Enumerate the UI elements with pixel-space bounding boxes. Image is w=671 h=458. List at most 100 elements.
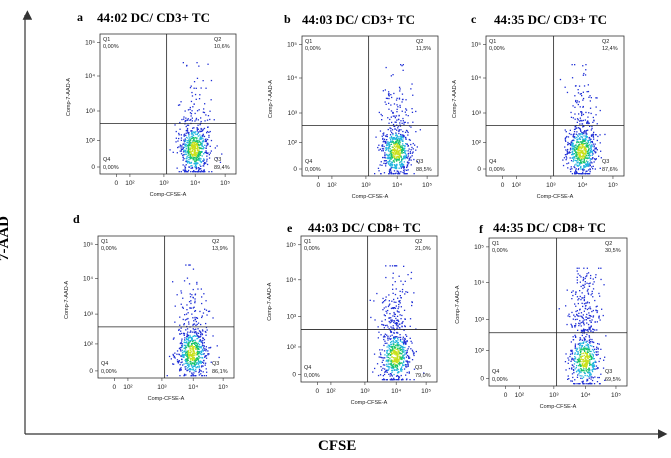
event-dot bbox=[206, 158, 208, 160]
event-dot bbox=[576, 358, 579, 361]
event-dot bbox=[595, 147, 597, 149]
event-dot bbox=[583, 328, 585, 330]
event-dot bbox=[189, 157, 191, 159]
event-dot bbox=[400, 133, 402, 136]
event-dot bbox=[578, 368, 580, 370]
event-dot bbox=[377, 167, 380, 169]
event-dot bbox=[175, 141, 177, 143]
event-dot bbox=[389, 137, 391, 139]
event-dot bbox=[185, 164, 187, 166]
event-dot bbox=[195, 133, 197, 135]
event-dot bbox=[194, 160, 196, 162]
event-dot bbox=[180, 369, 182, 371]
event-dot bbox=[586, 301, 589, 303]
event-dot bbox=[408, 148, 410, 150]
event-dot bbox=[206, 142, 208, 144]
event-dot bbox=[398, 159, 400, 161]
event-dot bbox=[591, 363, 594, 365]
event-dot bbox=[186, 318, 188, 320]
event-dot bbox=[191, 133, 193, 135]
event-dot bbox=[585, 370, 588, 372]
event-dot bbox=[578, 151, 580, 153]
event-dot bbox=[193, 163, 195, 165]
event-dot bbox=[199, 160, 201, 162]
event-dot bbox=[591, 145, 593, 147]
event-dot bbox=[578, 363, 581, 365]
event-dot bbox=[203, 147, 205, 149]
event-dot bbox=[402, 148, 404, 150]
event-dot bbox=[579, 128, 581, 130]
event-dot bbox=[188, 337, 190, 339]
event-dot bbox=[385, 160, 387, 162]
event-dot bbox=[187, 169, 190, 172]
event-dot bbox=[401, 368, 403, 371]
event-dot bbox=[574, 113, 576, 115]
event-dot bbox=[588, 96, 590, 98]
event-dot bbox=[392, 327, 395, 329]
event-dot bbox=[587, 344, 590, 346]
event-dot bbox=[379, 374, 382, 376]
event-dot bbox=[582, 305, 584, 308]
event-dot bbox=[404, 325, 406, 327]
event-dot bbox=[186, 159, 188, 162]
event-dot bbox=[590, 363, 592, 366]
event-dot bbox=[388, 143, 390, 145]
event-dot bbox=[398, 377, 400, 379]
event-dot bbox=[398, 154, 401, 156]
event-dot bbox=[389, 172, 391, 174]
event-dot bbox=[192, 136, 194, 138]
event-dot bbox=[583, 85, 586, 87]
event-dot bbox=[202, 137, 204, 140]
event-dot bbox=[179, 375, 181, 377]
event-dot bbox=[577, 162, 579, 164]
event-dot bbox=[189, 144, 191, 147]
event-dot bbox=[194, 148, 196, 150]
event-dot bbox=[195, 324, 197, 326]
event-dot bbox=[193, 329, 195, 331]
event-dot bbox=[192, 144, 194, 147]
event-dot bbox=[576, 171, 578, 173]
event-dot bbox=[391, 379, 393, 381]
event-dot bbox=[588, 370, 590, 372]
event-dot bbox=[399, 164, 401, 166]
event-dot bbox=[575, 173, 577, 175]
event-dot bbox=[207, 138, 209, 141]
event-dot bbox=[202, 348, 204, 350]
event-dot bbox=[590, 134, 593, 136]
event-dot bbox=[573, 158, 575, 160]
event-dot bbox=[194, 143, 197, 146]
event-dot bbox=[383, 160, 386, 162]
event-dot bbox=[205, 140, 207, 143]
event-dot bbox=[183, 149, 185, 151]
event-dot bbox=[580, 348, 582, 350]
quadrant-name: Q4 bbox=[304, 365, 311, 371]
event-dot bbox=[578, 144, 580, 146]
event-dot bbox=[199, 360, 201, 362]
event-dot bbox=[390, 166, 392, 168]
event-dot bbox=[386, 324, 388, 326]
event-dot bbox=[384, 154, 386, 156]
event-dot bbox=[379, 349, 381, 351]
event-dot bbox=[590, 315, 592, 317]
event-dot bbox=[178, 132, 180, 135]
event-dot bbox=[587, 165, 589, 167]
x-tick-label: 10⁴ bbox=[581, 392, 591, 399]
event-dot bbox=[399, 88, 401, 90]
event-dot bbox=[572, 153, 575, 155]
event-dot bbox=[568, 151, 570, 153]
event-dot bbox=[194, 140, 196, 142]
event-dot bbox=[405, 353, 408, 355]
event-dot bbox=[588, 112, 590, 114]
event-dot bbox=[186, 337, 188, 339]
event-dot bbox=[584, 153, 586, 155]
event-dot bbox=[396, 149, 399, 151]
event-dot bbox=[373, 353, 376, 355]
event-dot bbox=[582, 297, 584, 299]
event-dot bbox=[202, 134, 204, 137]
event-dot bbox=[201, 136, 203, 138]
event-dot bbox=[584, 139, 586, 142]
event-dot bbox=[386, 355, 388, 357]
event-dot bbox=[403, 173, 405, 175]
event-dot bbox=[388, 156, 390, 158]
event-dot bbox=[382, 357, 384, 359]
